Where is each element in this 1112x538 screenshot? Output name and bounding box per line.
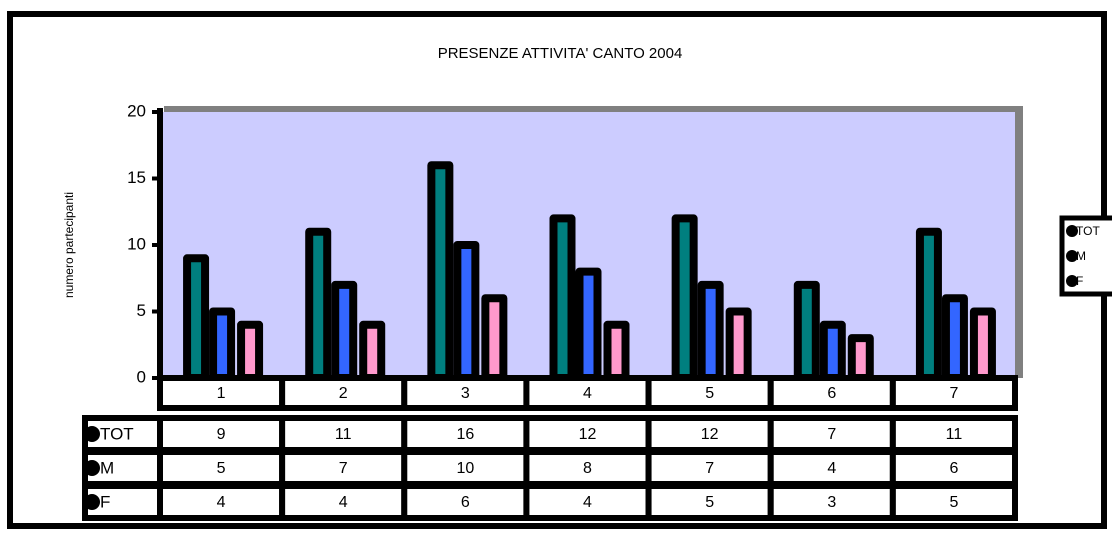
table-value: 6: [461, 494, 470, 511]
legend-key: [84, 426, 100, 442]
table-value: 8: [583, 460, 592, 477]
x-tick-label: 6: [827, 385, 836, 402]
x-tick-label: 7: [949, 385, 958, 402]
table-value: 5: [949, 494, 958, 511]
y-tick-label: 20: [127, 101, 146, 120]
table-value: 16: [456, 426, 474, 443]
bar: [183, 254, 210, 382]
x-tick-label: 5: [705, 385, 714, 402]
table-cell: [523, 375, 652, 411]
y-tick-label: 5: [137, 301, 146, 320]
bar: [427, 161, 454, 382]
table-value: 7: [827, 426, 836, 443]
table-value: 5: [217, 460, 226, 477]
table-cell: [767, 375, 896, 411]
table-value: 12: [701, 426, 719, 443]
table-value: 5: [705, 494, 714, 511]
x-tick-label: 4: [583, 385, 592, 402]
table-value: 4: [217, 494, 226, 511]
chart-title: PRESENZE ATTIVITA' CANTO 2004: [438, 45, 683, 62]
table-value: 10: [456, 460, 474, 477]
legend-label: M: [1076, 249, 1086, 263]
bar: [793, 280, 820, 382]
bar: [941, 294, 968, 383]
y-axis-label: numero partecipanti: [62, 192, 76, 298]
bar: [725, 307, 752, 382]
table-cell: [889, 483, 1018, 521]
table-cell: [157, 375, 286, 411]
x-tick-label: 3: [461, 385, 470, 402]
table-value: 7: [339, 460, 348, 477]
table-row-label: M: [100, 458, 114, 477]
bar: [915, 227, 942, 382]
bar: [237, 320, 264, 382]
bar: [481, 294, 508, 383]
table-value: 7: [705, 460, 714, 477]
table-value: 4: [339, 494, 348, 511]
table-cell: [767, 483, 896, 521]
bar: [603, 320, 630, 382]
table-value: 3: [827, 494, 836, 511]
table-value: 11: [335, 426, 352, 443]
table-row-label: TOT: [100, 424, 134, 443]
bar: [969, 307, 996, 382]
bar: [453, 241, 480, 382]
bar: [359, 320, 386, 382]
y-tick-label: 10: [127, 234, 146, 253]
bar: [697, 280, 724, 382]
y-tick-label: 0: [137, 367, 146, 386]
bar: [209, 307, 236, 382]
bar: [305, 227, 332, 382]
table-value: 4: [583, 494, 592, 511]
legend-key: [84, 460, 100, 476]
table-cell: [889, 375, 1018, 411]
x-tick-label: 2: [339, 385, 348, 402]
legend-key: [1066, 275, 1078, 287]
table-value: 4: [827, 460, 836, 477]
legend-label: TOT: [1076, 224, 1100, 238]
table-value: 12: [579, 426, 597, 443]
legend-key: [1066, 225, 1078, 237]
y-tick-label: 15: [127, 168, 146, 187]
bar: [671, 214, 698, 382]
x-tick-label: 1: [217, 385, 226, 402]
legend-label: F: [1076, 274, 1083, 288]
bar: [819, 320, 846, 382]
table-value: 9: [217, 426, 226, 443]
bar: [847, 334, 874, 383]
table-value: 11: [946, 426, 963, 443]
table-value: 6: [949, 460, 958, 477]
bar: [575, 267, 602, 383]
legend-key: [84, 494, 100, 510]
legend-key: [1066, 250, 1078, 262]
bar: [331, 280, 358, 382]
bar: [549, 214, 576, 382]
table-row-label: F: [100, 492, 110, 511]
